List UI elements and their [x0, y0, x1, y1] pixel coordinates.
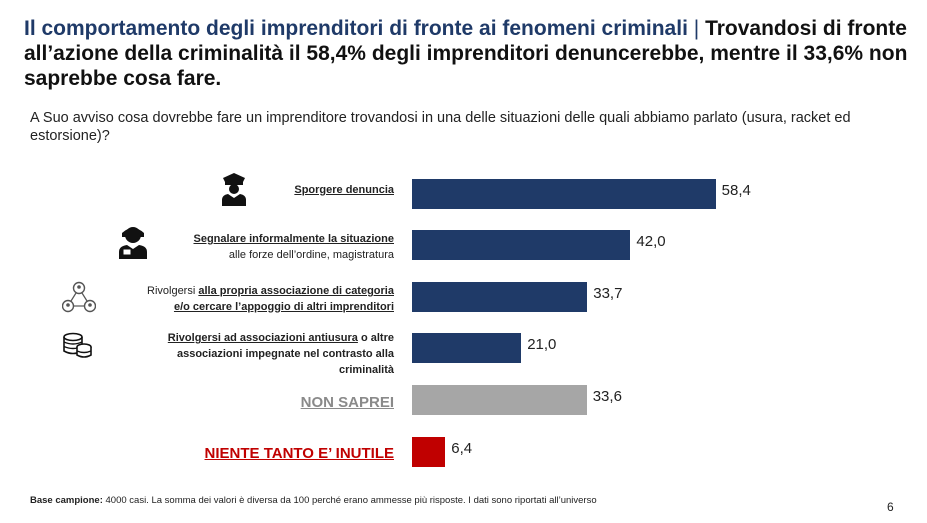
bar-2: [412, 230, 631, 260]
bar-5: [412, 385, 587, 415]
slide-title: Il comportamento degli imprenditori di f…: [24, 16, 914, 91]
data-label-2: 42,0: [636, 233, 666, 250]
bar-4: [412, 333, 522, 363]
row-label-4-post: o altre: [357, 332, 394, 344]
row-label-4-line2: associazioni impegnate nel contrasto all…: [176, 348, 394, 360]
bar-6: [412, 437, 446, 467]
footer-note: Base campione: 4000 casi. La somma dei v…: [30, 495, 597, 506]
row-label-4-line3: criminalità: [338, 364, 394, 376]
row-label-2-sub: alle forze dell’ordine, magistratura: [228, 249, 394, 261]
chart-row-6: NIENTE TANTO E’ INUTILE 6,4: [0, 434, 927, 474]
row-label-4: Rivolgersi ad associazioni antiusura o a…: [168, 330, 394, 378]
footer-label: Base campione:: [30, 495, 103, 506]
row-label-1: Sporgere denuncia: [294, 182, 394, 198]
chart-row-3: Rivolgersi alla propria associazione di …: [0, 279, 927, 319]
network-people-icon: [62, 281, 96, 313]
data-label-1: 58,4: [721, 182, 751, 199]
row-label-6: NIENTE TANTO E’ INUTILE: [204, 445, 394, 462]
row-label-3-bold2: e/o cercare l’appoggio di altri imprendi…: [173, 301, 394, 313]
informant-icon: [119, 227, 147, 259]
row-label-2: Segnalare informalmente la situazione al…: [193, 231, 394, 263]
row-label-3-bold: alla propria associazione di categoria: [198, 285, 394, 297]
page-number: 6: [887, 500, 894, 514]
bar-1: [412, 179, 716, 209]
row-label-4-bold: Rivolgersi ad associazioni antiusura: [167, 332, 358, 344]
coins-stack-icon: [63, 332, 92, 358]
row-label-5: NON SAPREI: [300, 394, 394, 411]
data-label-6: 6,4: [451, 440, 473, 457]
chart-row-4: Rivolgersi ad associazioni antiusura o a…: [0, 330, 927, 376]
data-label-3: 33,7: [593, 285, 623, 302]
bar-3: [412, 282, 588, 312]
row-label-1-text: Sporgere denuncia: [294, 184, 394, 196]
footer-text: 4000 casi. La somma dei valori è diversa…: [102, 495, 597, 506]
title-separator: |: [693, 17, 700, 40]
police-officer-icon: [222, 173, 246, 206]
row-label-3: Rivolgersi alla propria associazione di …: [147, 283, 394, 315]
row-label-2-text: Segnalare informalmente la situazione: [193, 233, 394, 245]
title-lead: Il comportamento degli imprenditori di f…: [24, 17, 688, 40]
chart-row-5: NON SAPREI 33,6: [0, 382, 927, 422]
data-label-5: 33,6: [592, 388, 622, 405]
chart-row-2: Segnalare informalmente la situazione al…: [0, 227, 927, 267]
title-rest: Trovandosi di fronte all’azione della cr…: [24, 17, 908, 90]
survey-question: A Suo avviso cosa dovrebbe fare un impre…: [30, 110, 851, 144]
chart-row-1: Sporgere denuncia 58,4: [0, 173, 927, 216]
data-label-4: 21,0: [527, 336, 557, 353]
row-label-3-pre: Rivolgersi: [147, 285, 199, 297]
